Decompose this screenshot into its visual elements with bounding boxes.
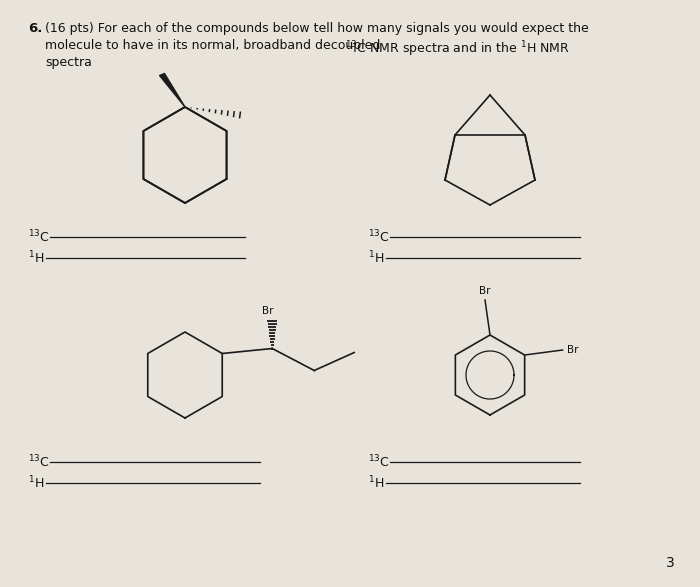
- Text: $^{13}$C: $^{13}$C: [368, 454, 390, 470]
- Text: $^{1}$H: $^{1}$H: [28, 249, 44, 266]
- Polygon shape: [160, 73, 185, 107]
- Text: (16 pts) For each of the compounds below tell how many signals you would expect : (16 pts) For each of the compounds below…: [45, 22, 589, 35]
- Text: $^{1}$H: $^{1}$H: [368, 249, 384, 266]
- Text: $^{13}$C: $^{13}$C: [368, 229, 390, 245]
- Text: Br: Br: [566, 345, 578, 355]
- Text: molecule to have in its normal, broadband decoupled: molecule to have in its normal, broadban…: [45, 39, 384, 52]
- Text: Br: Br: [262, 306, 274, 316]
- Text: $^{13}$C: $^{13}$C: [28, 454, 50, 470]
- Text: 3: 3: [666, 556, 675, 570]
- Text: $^{1}$H: $^{1}$H: [368, 475, 384, 491]
- Text: 6.: 6.: [28, 22, 43, 35]
- Text: $^{13}$C: $^{13}$C: [28, 229, 50, 245]
- Text: spectra: spectra: [45, 56, 92, 69]
- Text: Br: Br: [480, 286, 491, 296]
- Text: $^{1}$H: $^{1}$H: [28, 475, 44, 491]
- Text: $^{13}$C NMR spectra and in the $^{1}$H NMR: $^{13}$C NMR spectra and in the $^{1}$H …: [345, 39, 570, 59]
